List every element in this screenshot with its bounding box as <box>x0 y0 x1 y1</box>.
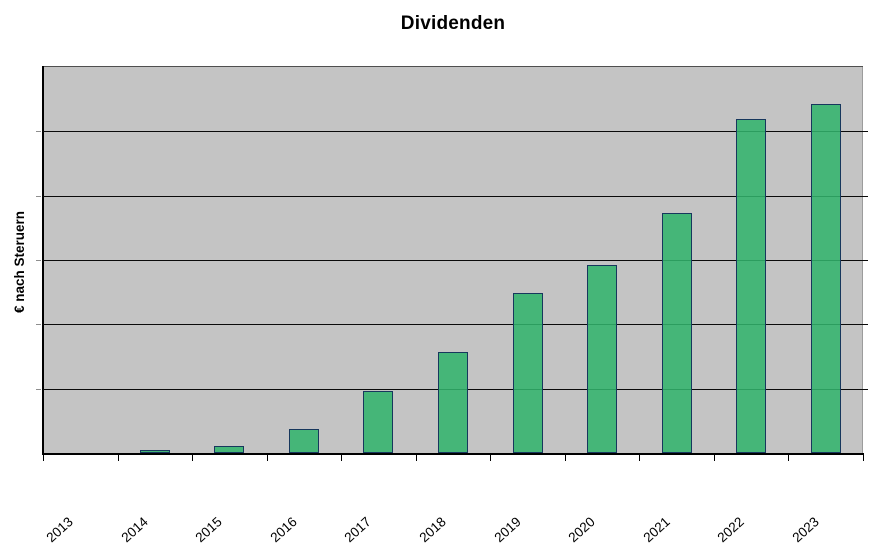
bar-2020 <box>587 265 617 453</box>
y-axis-tick <box>36 389 41 390</box>
bar-2019 <box>513 293 543 453</box>
gridline <box>43 324 868 325</box>
x-axis-tick <box>43 455 44 461</box>
bar-2018 <box>438 352 468 453</box>
bar-2014 <box>140 450 170 453</box>
x-label-2013: 2013 <box>43 514 76 546</box>
x-label-2016: 2016 <box>267 514 300 546</box>
bar-2015 <box>214 446 244 453</box>
x-axis-tick <box>267 455 268 461</box>
x-axis-line <box>42 453 864 455</box>
x-axis-tick <box>565 455 566 461</box>
x-label-2021: 2021 <box>640 514 673 546</box>
bar-2022 <box>736 119 766 453</box>
x-label-2018: 2018 <box>416 514 449 546</box>
x-label-2022: 2022 <box>714 514 747 546</box>
plot-area <box>36 67 868 453</box>
x-label-2023: 2023 <box>789 514 822 546</box>
x-axis-tick <box>863 455 864 461</box>
x-axis-tick <box>639 455 640 461</box>
y-axis-tick <box>36 131 41 132</box>
bar-2021 <box>662 213 692 453</box>
bar-2016 <box>289 429 319 453</box>
bar-2017 <box>363 391 393 453</box>
chart-title: Dividenden <box>400 13 506 34</box>
y-axis-tick <box>36 196 41 197</box>
x-axis-tick <box>714 455 715 461</box>
bar-2023 <box>811 104 841 453</box>
x-label-2019: 2019 <box>491 514 524 546</box>
gridline <box>43 260 868 261</box>
x-axis-tick <box>341 455 342 461</box>
y-axis-tick <box>36 260 41 261</box>
gridline <box>43 131 868 132</box>
plot-border-top <box>43 66 863 67</box>
x-label-2015: 2015 <box>192 514 225 546</box>
y-axis-tick <box>36 324 41 325</box>
x-axis-tick <box>192 455 193 461</box>
x-axis-tick <box>118 455 119 461</box>
gridline <box>43 196 868 197</box>
x-label-2014: 2014 <box>118 514 151 546</box>
y-axis-title: € nach Steruern <box>12 210 27 314</box>
x-axis-tick <box>788 455 789 461</box>
x-label-2020: 2020 <box>565 514 598 546</box>
x-label-2017: 2017 <box>341 514 374 546</box>
x-axis-tick <box>490 455 491 461</box>
x-axis-tick <box>416 455 417 461</box>
